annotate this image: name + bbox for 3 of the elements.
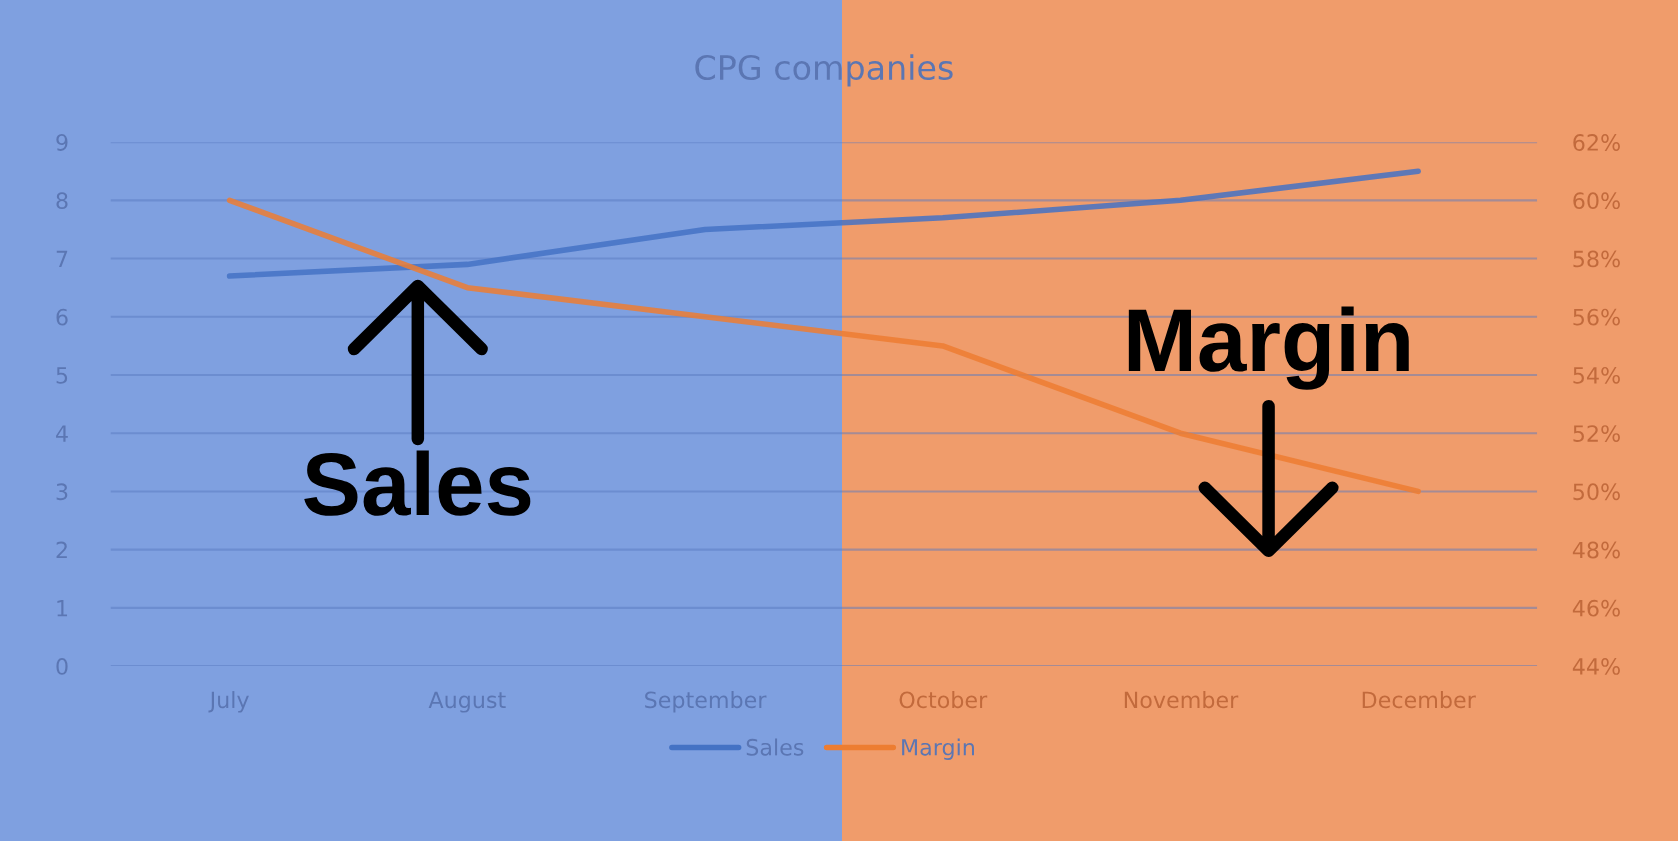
legend-label: Margin [902,738,974,760]
annotation: Margin [1128,306,1409,390]
annotation: Sales [304,450,531,516]
